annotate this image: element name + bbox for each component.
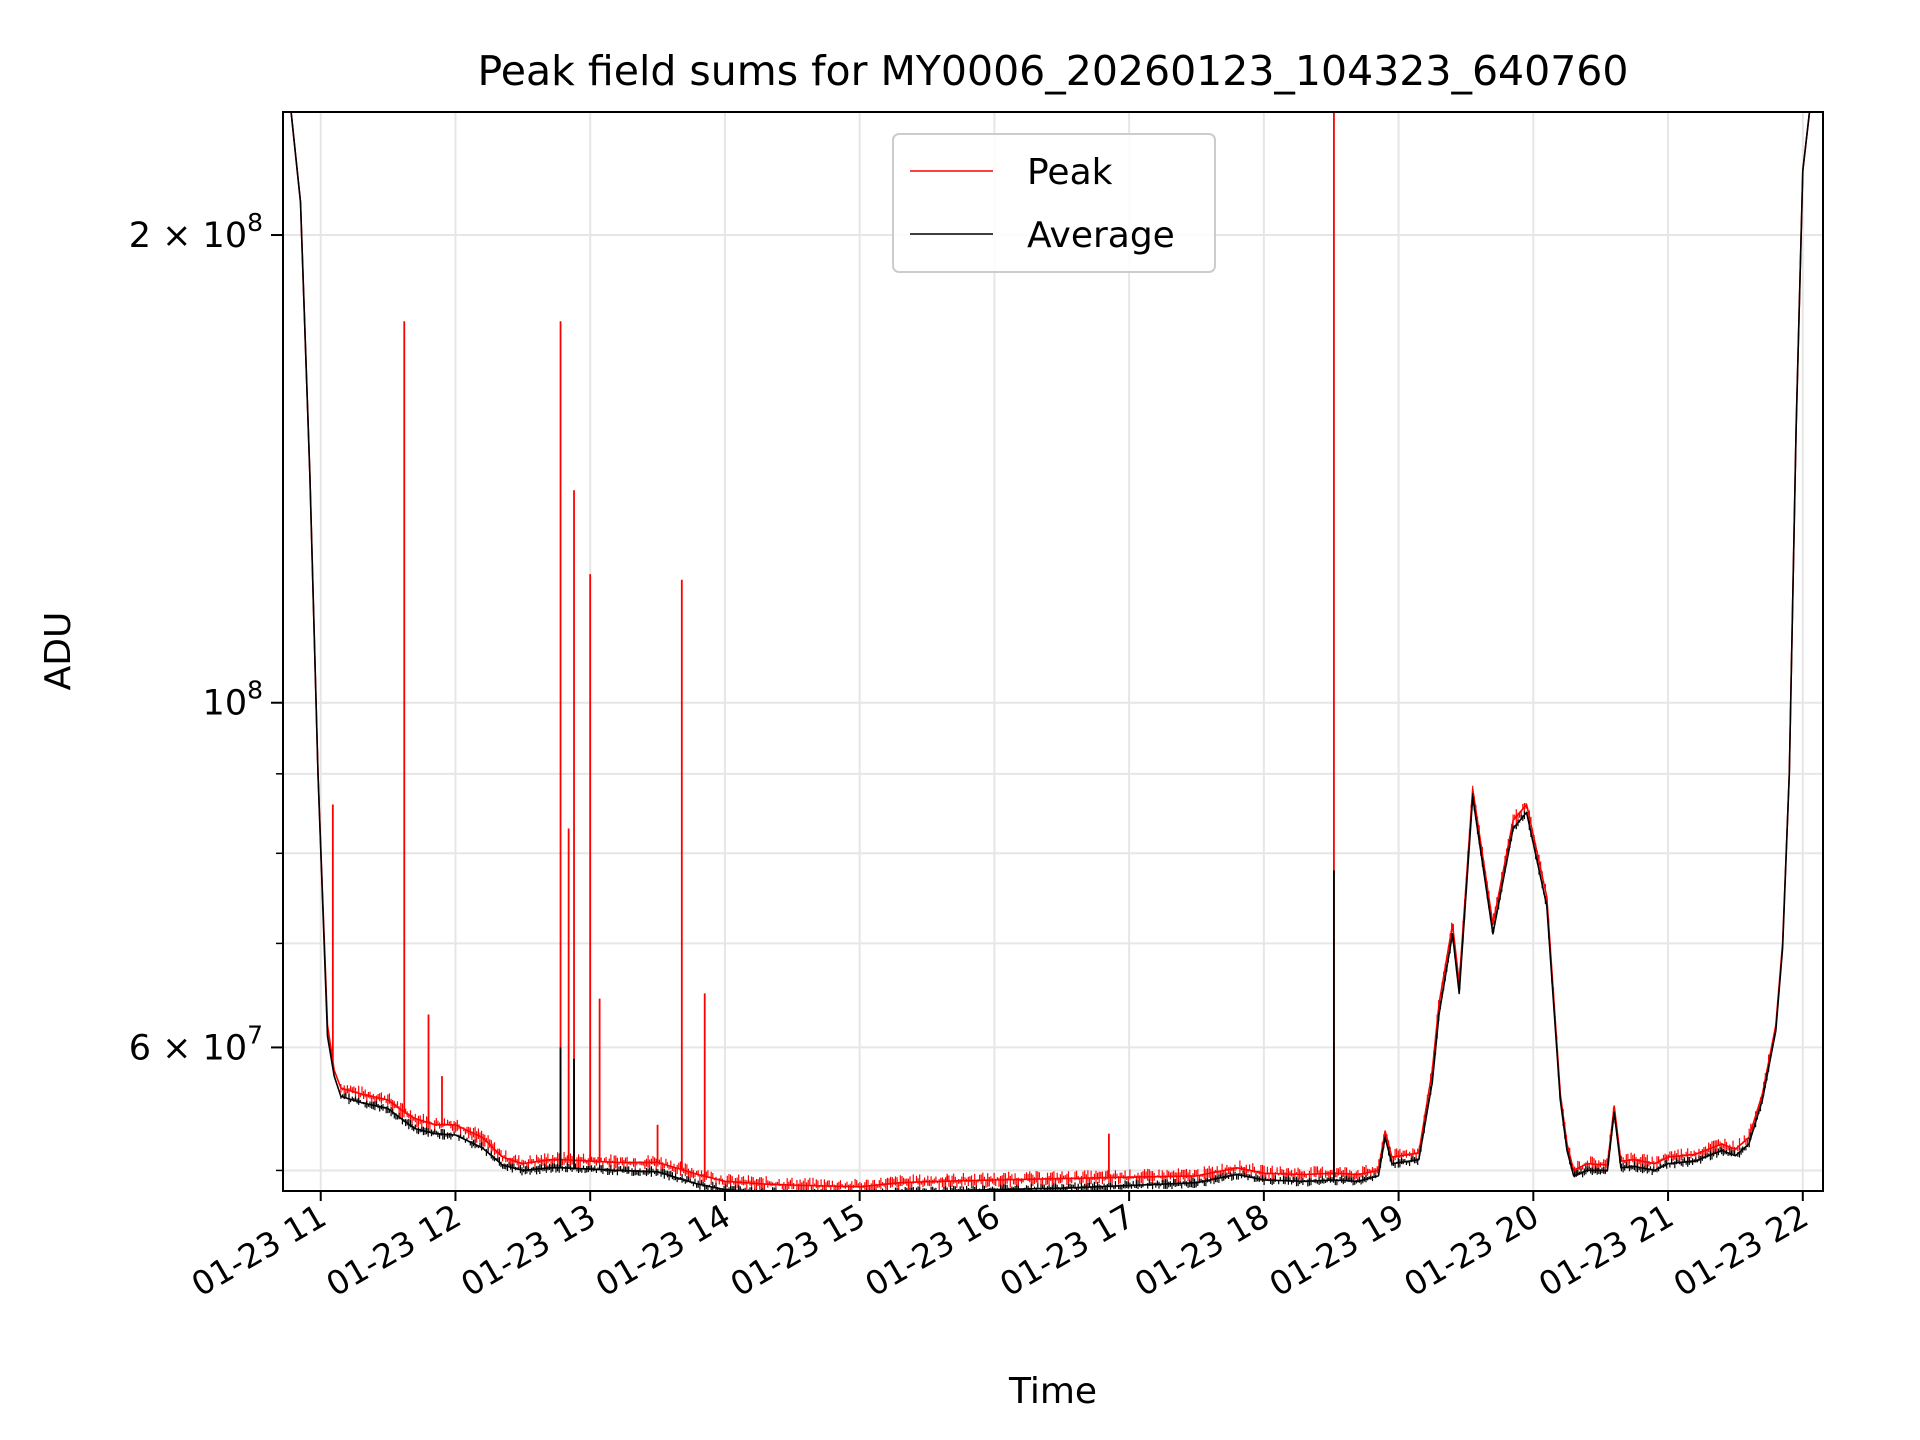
x-axis-label: Time — [1008, 1371, 1097, 1412]
peak-series-noise — [340, 785, 1770, 1191]
legend-frame — [892, 133, 1216, 273]
average-series-noise — [340, 793, 1770, 1191]
grid-lines — [283, 112, 1823, 1191]
plot-frame — [282, 111, 1824, 1192]
legend-average-label: Average — [1027, 215, 1175, 256]
chart-title: Peak field sums for MY0006_20260123_1043… — [478, 47, 1629, 95]
y-axis-ticks: 2 × 108 108 6 × 107 — [129, 208, 283, 1172]
y-tick-label: 2 × 108 — [129, 208, 263, 256]
y-tick-label: 108 — [203, 676, 263, 724]
legend-peak-label: Peak — [1027, 152, 1113, 193]
y-tick-label: 6 × 107 — [129, 1020, 263, 1068]
y-axis-label: ADU — [38, 612, 79, 691]
series-layer — [283, 112, 1823, 1191]
legend: Peak Average — [892, 133, 1216, 273]
